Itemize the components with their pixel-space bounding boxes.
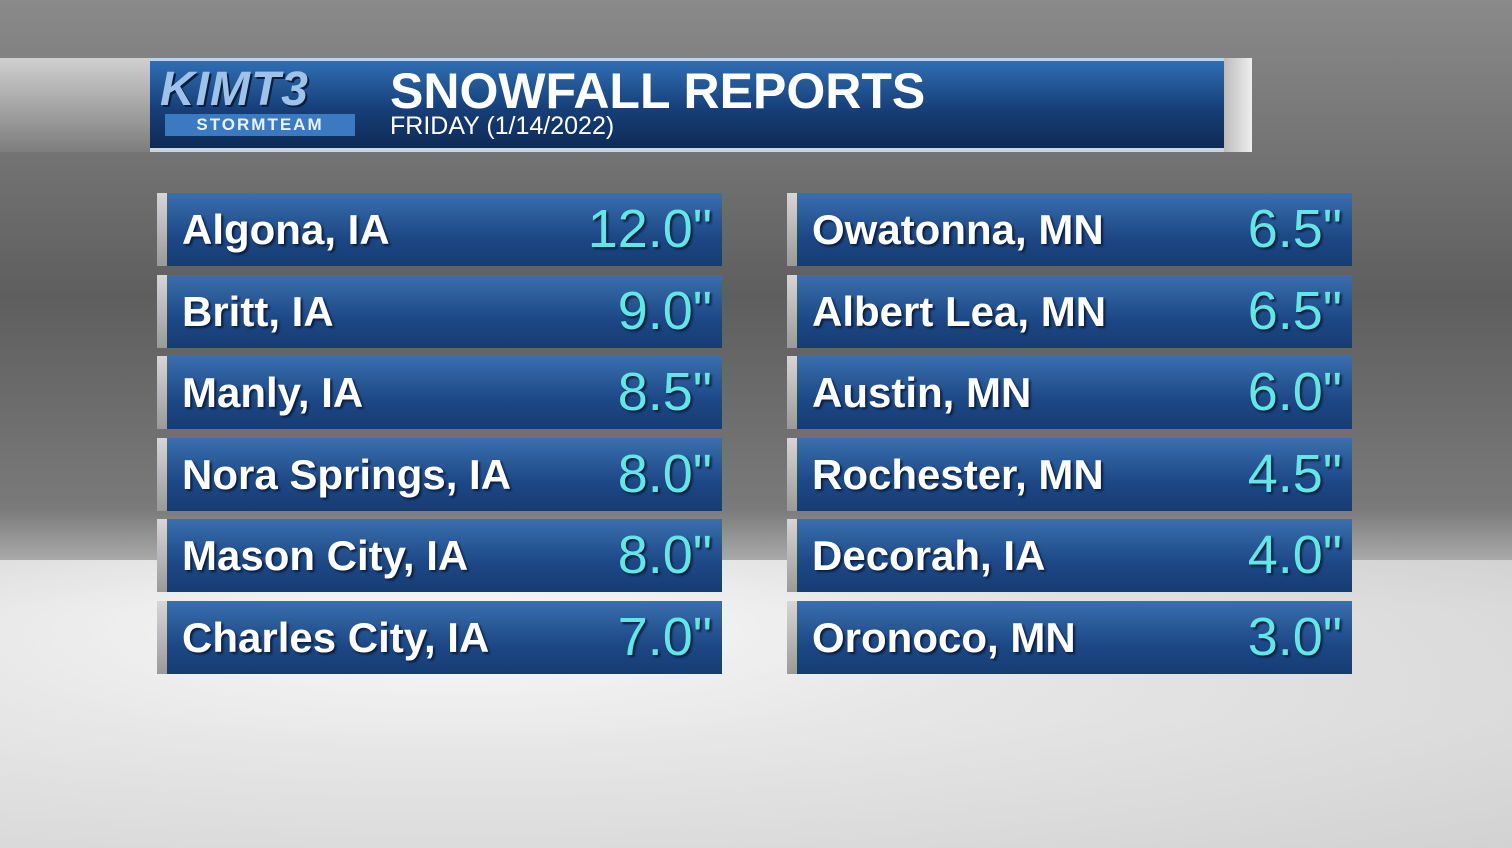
- subtitle: FRIDAY (1/14/2022): [390, 112, 615, 140]
- row-edge: [787, 193, 797, 266]
- row-edge: [787, 356, 797, 430]
- row-edge: [787, 437, 797, 511]
- location: Britt, IA: [182, 287, 334, 335]
- snowfall-amount: 4.0": [1247, 525, 1342, 586]
- row-edge: [157, 356, 167, 430]
- row-edge: [157, 437, 167, 511]
- header-left-cap: [0, 58, 150, 152]
- snowfall-amount: 12.0": [587, 199, 712, 259]
- report-row: Algona, IA 12.0": [167, 193, 722, 266]
- snowfall-amount: 4.5": [1247, 443, 1342, 504]
- row-edge: [787, 601, 797, 674]
- title: SNOWFALL REPORTS: [390, 63, 926, 119]
- snowfall-amount: 6.5": [1247, 280, 1342, 341]
- logo-text: KIMT3: [160, 63, 309, 116]
- report-row: Owatonna, MN 6.5": [797, 193, 1352, 266]
- location: Mason City, IA: [182, 532, 469, 580]
- report-row: Oronoco, MN 3.0": [797, 601, 1352, 674]
- report-row: Rochester, MN 4.5": [797, 437, 1352, 511]
- snowfall-amount: 6.5": [1247, 199, 1342, 259]
- location: Decorah, IA: [812, 532, 1046, 580]
- report-row: Decorah, IA 4.0": [797, 519, 1352, 593]
- snowfall-amount: 8.0": [617, 525, 712, 586]
- location: Manly, IA: [182, 369, 364, 417]
- report-row: Manly, IA 8.5": [167, 356, 722, 430]
- snowfall-amount: 3.0": [1247, 607, 1342, 667]
- snowfall-amount: 8.0": [617, 443, 712, 504]
- location: Albert Lea, MN: [812, 287, 1107, 335]
- report-row: Albert Lea, MN 6.5": [797, 274, 1352, 348]
- location: Owatonna, MN: [812, 206, 1104, 253]
- snowfall-amount: 8.5": [617, 362, 712, 423]
- logo-subtext: STORMTEAM: [165, 114, 355, 136]
- row-edge: [157, 193, 167, 266]
- location: Oronoco, MN: [812, 614, 1076, 661]
- location: Austin, MN: [812, 369, 1032, 417]
- report-row: Nora Springs, IA 8.0": [167, 437, 722, 511]
- location: Nora Springs, IA: [182, 450, 512, 498]
- row-edge: [157, 601, 167, 674]
- location: Algona, IA: [182, 206, 390, 253]
- snowfall-amount: 6.0": [1247, 362, 1342, 423]
- report-row: Charles City, IA 7.0": [167, 601, 722, 674]
- snowfall-amount: 9.0": [617, 280, 712, 341]
- location: Rochester, MN: [812, 450, 1104, 498]
- report-row: Mason City, IA 8.0": [167, 519, 722, 593]
- row-edge: [787, 519, 797, 593]
- snowfall-amount: 7.0": [617, 607, 712, 667]
- row-edge: [787, 274, 797, 348]
- row-edge: [157, 274, 167, 348]
- location: Charles City, IA: [182, 614, 490, 661]
- header-right-cap: [1224, 58, 1252, 152]
- header-bar: [0, 58, 1252, 152]
- report-row: Britt, IA 9.0": [167, 274, 722, 348]
- row-edge: [157, 519, 167, 593]
- report-row: Austin, MN 6.0": [797, 356, 1352, 430]
